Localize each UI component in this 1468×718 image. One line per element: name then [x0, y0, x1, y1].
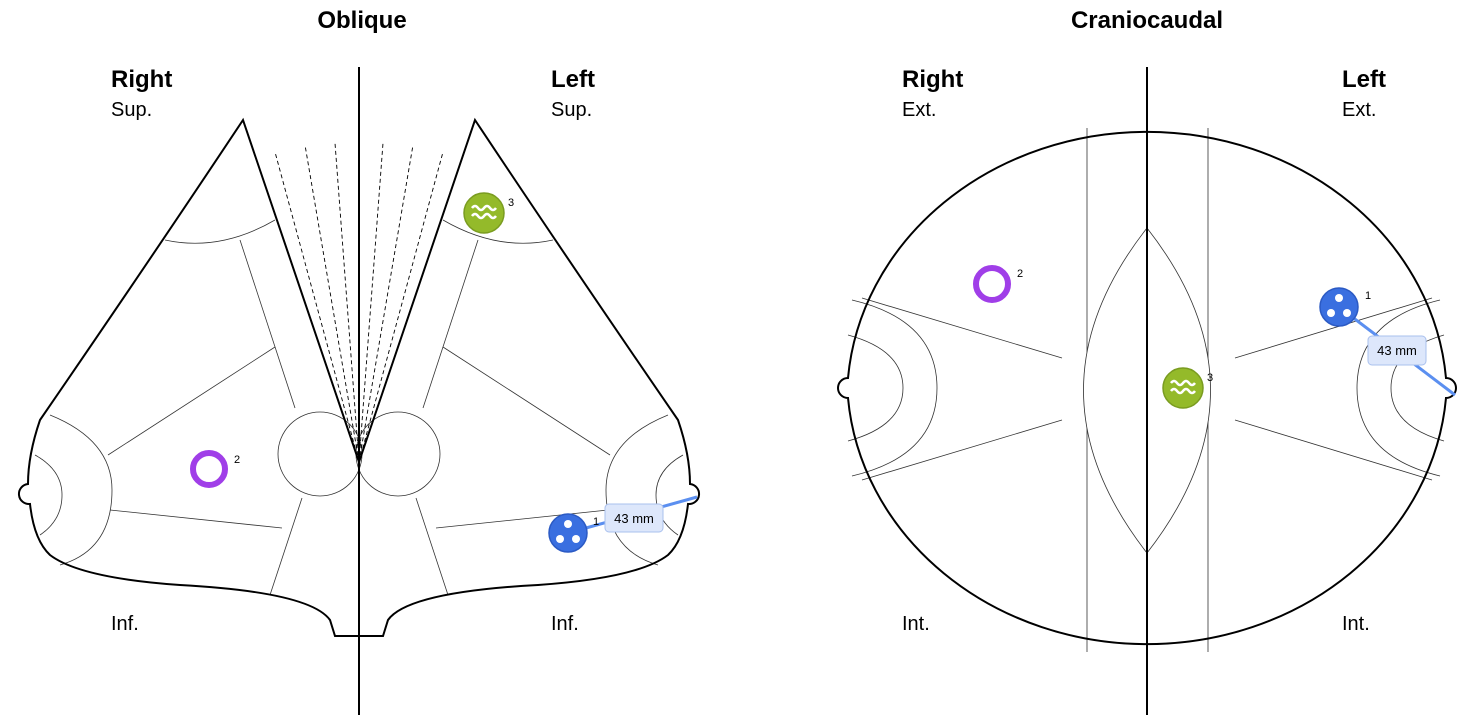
position-label: Ext.: [1342, 99, 1376, 121]
position-label: Ext.: [902, 99, 936, 121]
marker-mass[interactable]: [1320, 288, 1358, 326]
marker-ring[interactable]: [193, 453, 225, 485]
marker-mass[interactable]: [549, 514, 587, 552]
craniocaudal-view: Craniocaudal Right Ext. Int. Left Ext. I…: [838, 7, 1456, 715]
position-label: Inf.: [111, 613, 139, 635]
position-label: Int.: [902, 613, 930, 635]
marker-ring[interactable]: [976, 268, 1008, 300]
measurement: 43 mm: [614, 511, 654, 526]
position-label: Inf.: [551, 613, 579, 635]
view-title: Oblique: [317, 7, 406, 34]
marker-number: 3: [508, 197, 514, 209]
oblique-view: Oblique Right Sup. Inf.: [19, 7, 699, 715]
side-label: Left: [551, 66, 595, 93]
marker-number: 3: [1207, 372, 1213, 384]
measurement: 43 mm: [1377, 343, 1417, 358]
marker-number: 1: [1365, 290, 1371, 302]
marker-cyst[interactable]: [464, 193, 504, 233]
side-label: Right: [902, 66, 963, 93]
position-label: Sup.: [111, 99, 152, 121]
marker-number: 2: [1017, 268, 1023, 280]
side-label: Left: [1342, 66, 1386, 93]
marker-cyst[interactable]: [1163, 368, 1203, 408]
position-label: Int.: [1342, 613, 1370, 635]
view-title: Craniocaudal: [1071, 7, 1223, 34]
diagram: Oblique Right Sup. Inf.: [0, 0, 1468, 718]
marker-number: 1: [593, 516, 599, 528]
side-label: Right: [111, 66, 172, 93]
position-label: Sup.: [551, 99, 592, 121]
marker-number: 2: [234, 454, 240, 466]
